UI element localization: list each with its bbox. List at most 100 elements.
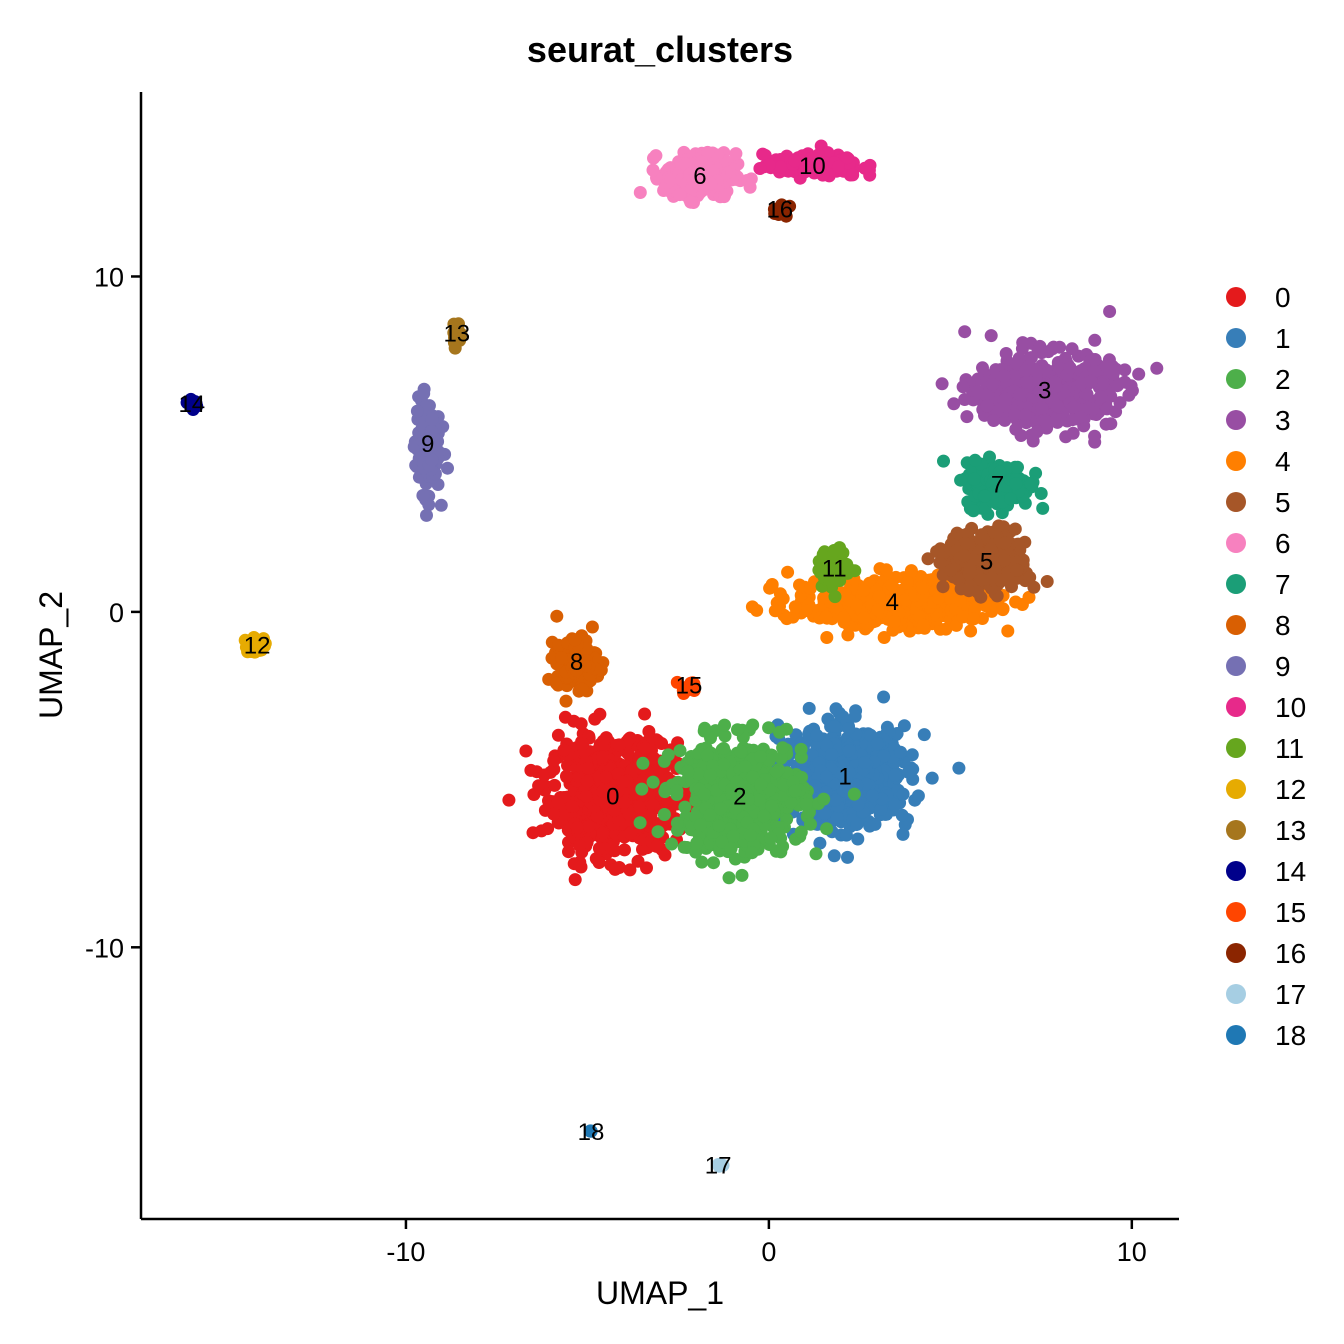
point — [810, 728, 824, 742]
point — [900, 576, 914, 590]
point — [1024, 477, 1038, 491]
point — [670, 816, 684, 830]
point — [818, 806, 832, 820]
point — [1095, 377, 1109, 391]
point — [802, 701, 816, 715]
point — [673, 744, 687, 758]
point — [776, 741, 790, 755]
point — [828, 590, 842, 604]
point — [770, 765, 783, 779]
point — [957, 549, 971, 563]
legend-label: 2 — [1275, 364, 1291, 395]
cluster-label-18: 18 — [578, 1119, 605, 1146]
point — [1011, 460, 1024, 474]
point — [625, 764, 639, 778]
point — [1022, 590, 1036, 604]
point — [1046, 342, 1059, 356]
point — [670, 784, 684, 798]
point — [551, 796, 565, 810]
point — [846, 168, 860, 182]
point — [657, 754, 671, 768]
point — [848, 564, 862, 578]
cluster-label-14: 14 — [178, 391, 205, 418]
cluster-label-0: 0 — [606, 783, 619, 810]
legend-item-4: 4 — [1226, 446, 1291, 477]
point — [646, 798, 660, 812]
legend-item-15: 15 — [1226, 897, 1306, 928]
point — [562, 845, 575, 859]
cluster-3-points — [935, 305, 1164, 449]
legend-label: 1 — [1275, 323, 1291, 354]
point — [829, 793, 842, 807]
point — [819, 610, 833, 624]
point — [773, 725, 786, 739]
point — [937, 454, 950, 468]
point — [636, 756, 650, 770]
point — [911, 789, 925, 803]
point — [820, 631, 834, 644]
point — [681, 765, 695, 779]
point — [962, 584, 976, 598]
point — [998, 553, 1011, 567]
cluster-5-points — [921, 519, 1054, 604]
point — [757, 809, 771, 823]
point — [1088, 353, 1102, 366]
point — [697, 724, 711, 738]
point — [576, 737, 590, 751]
point — [636, 842, 649, 856]
point — [735, 868, 749, 882]
point — [754, 777, 768, 791]
point — [987, 414, 1001, 427]
legend-swatch — [1226, 615, 1246, 635]
legend-label: 3 — [1275, 405, 1291, 436]
point — [804, 817, 817, 831]
legend-item-17: 17 — [1226, 979, 1306, 1010]
point — [560, 769, 573, 783]
point — [1118, 375, 1132, 389]
point — [1009, 595, 1023, 609]
point — [1066, 426, 1080, 440]
legend-swatch — [1226, 410, 1246, 430]
point — [558, 710, 572, 724]
point — [665, 837, 679, 851]
cluster-label-4: 4 — [886, 589, 899, 616]
point — [1009, 477, 1023, 491]
cluster-label-17: 17 — [705, 1152, 732, 1179]
legend-label: 4 — [1275, 446, 1291, 477]
point — [623, 863, 637, 877]
point — [649, 149, 663, 163]
point — [839, 828, 853, 842]
point — [1024, 351, 1038, 365]
legend-swatch — [1226, 779, 1246, 799]
point — [966, 504, 980, 518]
point — [1067, 400, 1080, 414]
cluster-4-points — [745, 562, 1036, 644]
point — [827, 720, 841, 733]
point — [647, 751, 661, 765]
point — [612, 861, 626, 874]
legend-swatch — [1226, 492, 1246, 512]
point — [1040, 575, 1054, 588]
point — [700, 748, 714, 762]
point — [650, 839, 663, 853]
chart-title: seurat_clusters — [527, 29, 793, 70]
point — [568, 633, 582, 647]
point — [1034, 487, 1048, 500]
point — [547, 807, 561, 821]
point — [624, 826, 638, 840]
point — [651, 825, 665, 839]
point — [956, 380, 970, 394]
point — [633, 186, 647, 199]
point — [1007, 369, 1021, 383]
point — [1099, 417, 1113, 431]
point — [780, 612, 794, 626]
point — [703, 768, 717, 782]
cluster-label-7: 7 — [991, 471, 1004, 498]
point — [714, 802, 728, 816]
point — [646, 775, 660, 789]
legend-swatch — [1226, 902, 1246, 922]
x-tick-label: 0 — [761, 1237, 776, 1267]
legend-swatch — [1226, 328, 1246, 348]
cluster-label-10: 10 — [799, 153, 826, 180]
